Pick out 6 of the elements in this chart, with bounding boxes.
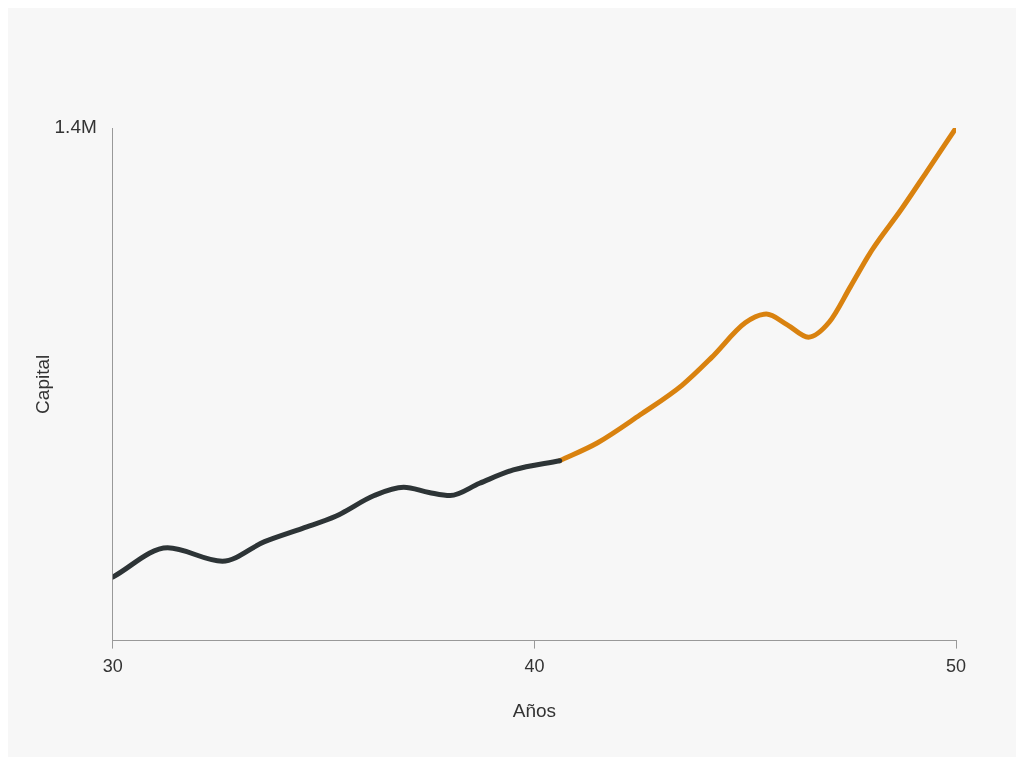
text: 1.4M — [54, 116, 97, 138]
x-axis-title: Años — [512, 699, 557, 721]
x-tick-label: 50 — [945, 656, 967, 677]
x-tick-label: 30 — [102, 656, 123, 677]
y-axis-title: Capital — [31, 354, 53, 414]
x-tick-label: 40 — [524, 656, 545, 677]
